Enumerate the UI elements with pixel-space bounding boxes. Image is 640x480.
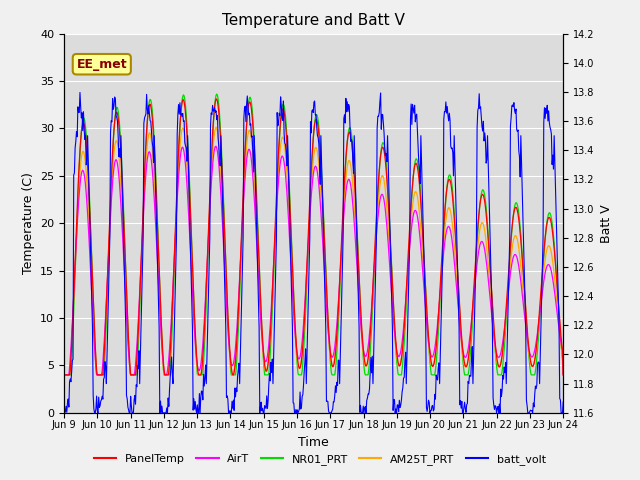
Legend: PanelTemp, AirT, NR01_PRT, AM25T_PRT, batt_volt: PanelTemp, AirT, NR01_PRT, AM25T_PRT, ba…: [90, 450, 550, 469]
Text: EE_met: EE_met: [77, 58, 127, 71]
Y-axis label: Temperature (C): Temperature (C): [22, 172, 35, 274]
X-axis label: Time: Time: [298, 436, 329, 449]
Title: Temperature and Batt V: Temperature and Batt V: [222, 13, 405, 28]
Y-axis label: Batt V: Batt V: [600, 204, 613, 242]
